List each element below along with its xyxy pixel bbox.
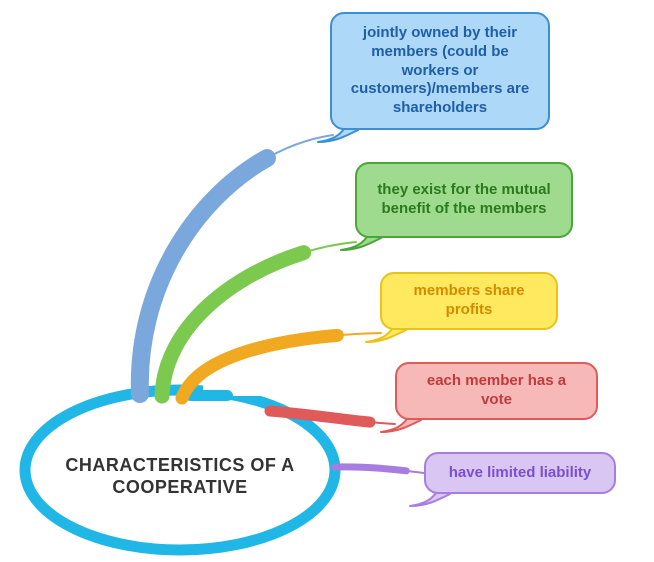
- bubble-mutual-benefit: they exist for the mutual benefit of the…: [355, 162, 573, 238]
- central-topic: CHARACTERISTICS OF A COOPERATIVE: [35, 412, 325, 542]
- bubble-share-profits: members share profits: [380, 272, 558, 330]
- mindmap-canvas: jointly owned by their members (could be…: [0, 0, 654, 562]
- bubble-vote: each member has a vote: [395, 362, 598, 420]
- bubble-limited-liability: have limited liability: [424, 452, 616, 494]
- bubble-ownership: jointly owned by their members (could be…: [330, 12, 550, 130]
